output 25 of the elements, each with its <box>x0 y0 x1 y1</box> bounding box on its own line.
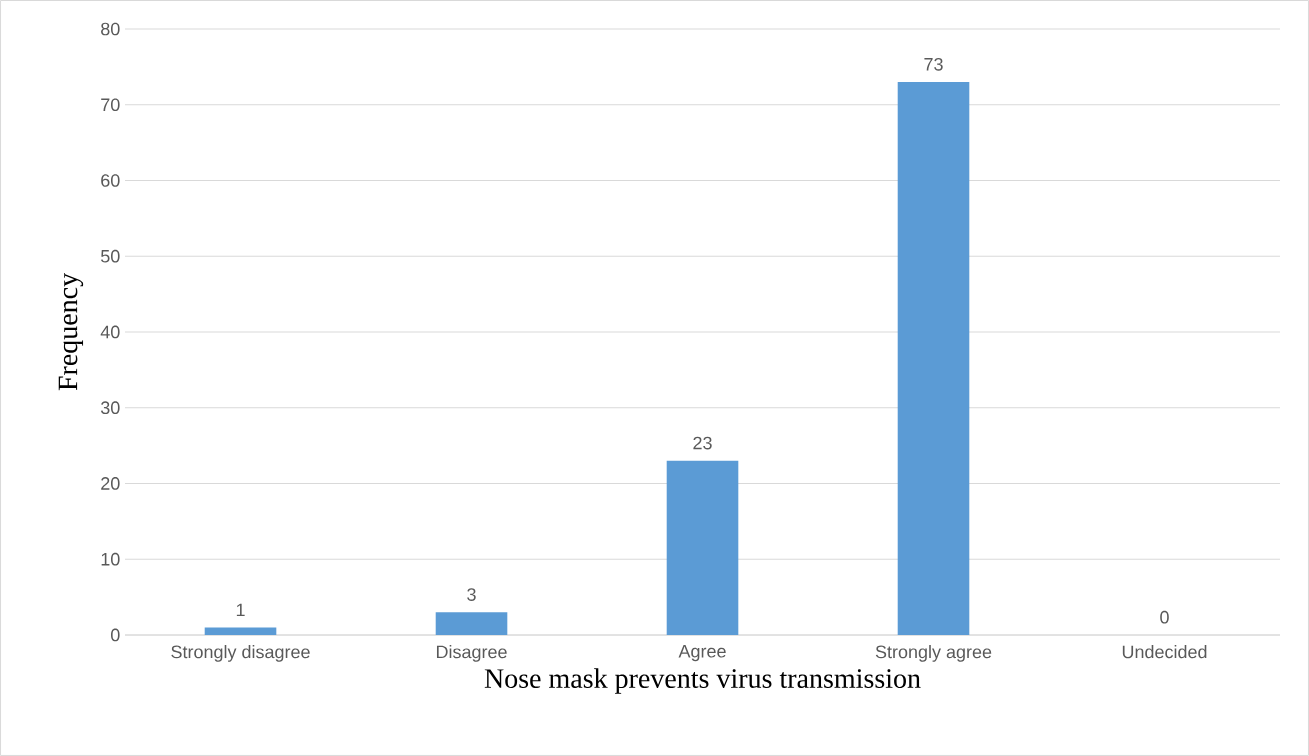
x-axis-title: Nose mask prevents virus transmission <box>484 668 921 694</box>
x-tick-label: Strongly agree <box>875 645 992 662</box>
data-label: 23 <box>693 436 712 450</box>
bar <box>897 82 970 635</box>
y-tick-label: 10 <box>101 552 120 566</box>
y-tick-label: 70 <box>101 98 120 112</box>
data-label: 3 <box>467 588 476 601</box>
y-tick-label: 0 <box>111 628 120 642</box>
data-label: 73 <box>924 57 943 71</box>
data-label: 1 <box>236 603 245 617</box>
bar <box>204 627 277 635</box>
x-tick-label: Agree <box>678 645 726 662</box>
y-tick-label: 60 <box>101 174 120 187</box>
y-axis-title: Frequency <box>58 273 84 391</box>
data-label: 0 <box>1160 610 1169 624</box>
y-tick-label: 80 <box>101 22 120 36</box>
y-tick-label: 30 <box>100 401 120 415</box>
bar <box>666 460 739 635</box>
y-tick-label: 40 <box>100 325 120 339</box>
x-tick-label: Disagree <box>436 645 507 662</box>
bar <box>435 612 508 635</box>
x-tick-label: Undecided <box>1122 645 1207 659</box>
x-tick-label: Strongly disagree <box>171 645 310 662</box>
y-tick-label: 50 <box>100 249 120 263</box>
y-tick-label: 20 <box>101 477 120 490</box>
